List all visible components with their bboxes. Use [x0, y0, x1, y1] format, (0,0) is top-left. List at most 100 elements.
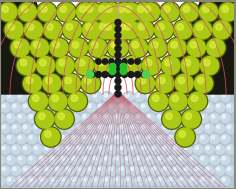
- Circle shape: [88, 167, 91, 170]
- Circle shape: [109, 125, 113, 129]
- Circle shape: [210, 42, 216, 48]
- Circle shape: [77, 146, 80, 149]
- Circle shape: [215, 124, 225, 133]
- Circle shape: [48, 113, 59, 123]
- Circle shape: [190, 136, 193, 139]
- Circle shape: [227, 146, 231, 149]
- Circle shape: [180, 55, 200, 76]
- Circle shape: [49, 113, 58, 123]
- Circle shape: [226, 103, 235, 112]
- Circle shape: [37, 57, 55, 74]
- Circle shape: [195, 146, 198, 149]
- Circle shape: [156, 113, 166, 123]
- Circle shape: [152, 42, 158, 48]
- Circle shape: [38, 176, 48, 186]
- Circle shape: [179, 178, 182, 181]
- Circle shape: [21, 144, 32, 155]
- Circle shape: [113, 155, 123, 165]
- Circle shape: [83, 21, 101, 39]
- Circle shape: [18, 94, 21, 97]
- Circle shape: [43, 145, 53, 154]
- Circle shape: [159, 77, 165, 84]
- Circle shape: [134, 113, 145, 123]
- Circle shape: [8, 136, 11, 139]
- Circle shape: [24, 74, 42, 92]
- Circle shape: [198, 155, 209, 165]
- Circle shape: [135, 134, 144, 144]
- Circle shape: [156, 176, 166, 186]
- Circle shape: [26, 77, 33, 84]
- Circle shape: [174, 21, 192, 39]
- Circle shape: [33, 145, 42, 154]
- Circle shape: [222, 157, 225, 160]
- Circle shape: [82, 2, 102, 22]
- Circle shape: [113, 92, 123, 102]
- Circle shape: [65, 77, 72, 84]
- Circle shape: [54, 109, 74, 129]
- Circle shape: [140, 145, 149, 154]
- Circle shape: [142, 71, 150, 78]
- Circle shape: [72, 136, 75, 139]
- Circle shape: [38, 155, 48, 165]
- Circle shape: [162, 109, 182, 129]
- Circle shape: [43, 123, 54, 134]
- Circle shape: [199, 92, 209, 102]
- Circle shape: [161, 166, 171, 175]
- Circle shape: [182, 123, 193, 134]
- Circle shape: [126, 136, 129, 139]
- Circle shape: [151, 103, 160, 112]
- Circle shape: [150, 144, 161, 155]
- Circle shape: [81, 20, 102, 40]
- Circle shape: [206, 125, 209, 129]
- Circle shape: [18, 136, 21, 139]
- Circle shape: [209, 134, 220, 144]
- Circle shape: [18, 3, 36, 21]
- Circle shape: [183, 6, 190, 12]
- Circle shape: [188, 92, 198, 102]
- Circle shape: [41, 127, 61, 147]
- Circle shape: [49, 92, 67, 110]
- Circle shape: [45, 104, 48, 108]
- Circle shape: [36, 55, 56, 76]
- Circle shape: [147, 136, 150, 139]
- Circle shape: [22, 124, 31, 133]
- Circle shape: [66, 167, 70, 170]
- Circle shape: [93, 157, 97, 160]
- Circle shape: [103, 113, 112, 123]
- Circle shape: [152, 146, 156, 149]
- Circle shape: [0, 92, 5, 102]
- Circle shape: [109, 63, 116, 70]
- Circle shape: [122, 59, 127, 64]
- Circle shape: [118, 102, 129, 113]
- Circle shape: [211, 157, 215, 160]
- Circle shape: [204, 166, 214, 175]
- Circle shape: [88, 125, 91, 129]
- Circle shape: [201, 136, 204, 139]
- Circle shape: [222, 136, 225, 139]
- Circle shape: [156, 155, 166, 165]
- Circle shape: [138, 24, 145, 30]
- Circle shape: [16, 55, 37, 76]
- Circle shape: [69, 39, 87, 57]
- Circle shape: [70, 113, 80, 123]
- Circle shape: [48, 176, 59, 186]
- Circle shape: [172, 165, 182, 176]
- Circle shape: [172, 102, 182, 113]
- Circle shape: [105, 24, 111, 30]
- Circle shape: [99, 146, 102, 149]
- Circle shape: [190, 115, 193, 118]
- Circle shape: [61, 73, 81, 94]
- Circle shape: [34, 104, 38, 108]
- Circle shape: [22, 166, 31, 175]
- Circle shape: [6, 113, 16, 123]
- Circle shape: [86, 144, 96, 155]
- Circle shape: [135, 59, 140, 64]
- Circle shape: [0, 123, 11, 134]
- Circle shape: [201, 157, 204, 160]
- Circle shape: [136, 74, 154, 92]
- Circle shape: [86, 166, 96, 175]
- Circle shape: [2, 125, 5, 129]
- Circle shape: [169, 178, 172, 181]
- Circle shape: [156, 92, 166, 102]
- Circle shape: [77, 125, 80, 129]
